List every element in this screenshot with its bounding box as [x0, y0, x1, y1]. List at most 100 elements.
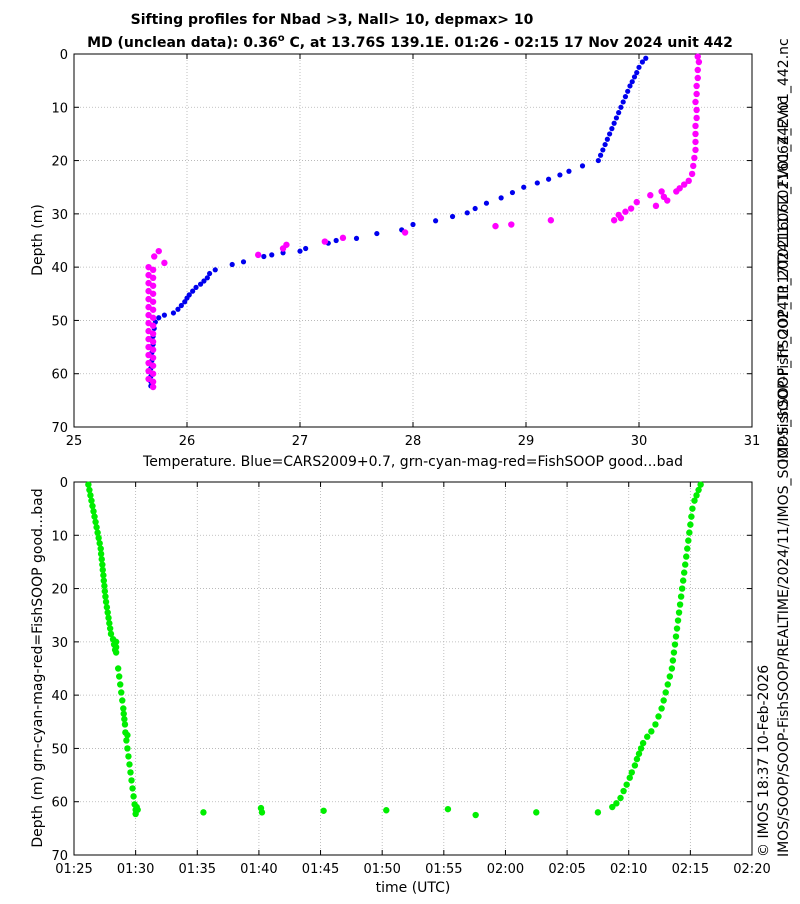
data-point [97, 550, 105, 558]
data-point [607, 131, 613, 137]
data-point [678, 585, 686, 592]
data-point [193, 284, 199, 290]
x-tick-label: 25 [66, 434, 83, 449]
data-point [279, 245, 287, 252]
y-tick-label: 10 [51, 529, 68, 544]
data-point [626, 774, 633, 781]
data-point [99, 566, 106, 574]
x-tick-label: 29 [518, 434, 535, 449]
data-point [652, 721, 659, 728]
data-point [691, 497, 698, 504]
x-tick-label: 02:00 [487, 862, 524, 877]
data-point [401, 229, 409, 236]
filename-vertical-label: IMOS_SOOP-FishSOOP_TP_20241117T021606Z_F… [776, 38, 792, 463]
data-point [679, 577, 687, 584]
data-point [683, 553, 690, 560]
data-point [579, 163, 586, 169]
data-point [161, 312, 167, 318]
data-point [693, 114, 700, 122]
x-tick-label: 31 [744, 434, 761, 449]
data-point [635, 750, 643, 757]
chart-title-line-1: Sifting profiles for Nbad >3, Nall> 10, … [131, 12, 534, 28]
x-tick-label: 02:15 [672, 862, 709, 877]
data-point [694, 66, 701, 74]
y-tick-label: 60 [51, 796, 68, 811]
data-point [123, 737, 130, 744]
data-point [156, 315, 162, 321]
data-point [509, 189, 516, 196]
data-point [681, 181, 688, 188]
data-point [320, 807, 327, 814]
data-point [693, 492, 700, 499]
data-point [595, 157, 601, 164]
data-point [104, 609, 111, 616]
data-point [670, 649, 678, 656]
data-point [643, 55, 649, 61]
data-point [321, 238, 329, 245]
data-point [671, 641, 679, 648]
data-point [149, 346, 157, 353]
data-point [623, 781, 630, 788]
x-tick-label: 02:10 [610, 862, 647, 877]
data-point [655, 713, 662, 720]
data-point [258, 809, 266, 816]
data-point [594, 809, 602, 816]
data-point [660, 697, 667, 704]
data-point [101, 588, 109, 595]
data-point [695, 58, 703, 66]
data-point [126, 761, 133, 768]
data-point [521, 184, 527, 190]
data-point [449, 213, 456, 220]
data-point [149, 266, 157, 274]
data-point [658, 705, 665, 712]
data-point [675, 609, 683, 616]
data-point [339, 234, 347, 242]
y-tick-label: 30 [51, 636, 68, 651]
data-point [639, 739, 647, 747]
data-point [149, 370, 157, 377]
data-point [620, 787, 627, 795]
data-point [161, 259, 168, 267]
x-tick-label: 01:45 [302, 862, 339, 877]
data-point [546, 176, 552, 182]
data-point [120, 710, 127, 717]
data-point [692, 138, 699, 146]
y-tick-label: 10 [51, 101, 68, 116]
x-tick-label: 01:35 [179, 862, 216, 877]
data-point [633, 198, 640, 206]
data-point [410, 221, 416, 228]
data-point [184, 295, 190, 301]
data-point [694, 74, 701, 82]
data-point [149, 298, 157, 305]
y-tick-label: 70 [51, 849, 68, 864]
data-point [149, 314, 157, 321]
data-point [666, 673, 674, 680]
data-point [492, 222, 499, 230]
data-point [692, 98, 699, 106]
data-point [498, 195, 504, 201]
chart-title-line-2: MD (unclean data): 0.36o C, at 13.76S 13… [87, 33, 733, 51]
data-point [119, 697, 126, 704]
data-point [100, 572, 107, 579]
data-point [444, 805, 452, 813]
data-point [693, 106, 700, 114]
data-point [93, 524, 100, 531]
x-tick-label: 01:50 [363, 862, 400, 877]
series-magenta [145, 53, 703, 391]
data-point [297, 248, 303, 254]
data-point [597, 152, 604, 158]
y-tick-label: 30 [51, 208, 68, 223]
data-point [254, 251, 262, 259]
data-point [613, 115, 620, 121]
data-point [662, 689, 669, 696]
copyright-vertical-label: © IMOS 18:37 10-Feb-2026 [756, 665, 772, 857]
data-point [280, 250, 286, 256]
data-point [88, 497, 95, 504]
data-point [534, 180, 540, 186]
data-point [87, 492, 94, 499]
title-degree-symbol: o [278, 33, 285, 44]
data-point [692, 122, 699, 130]
data-point [333, 237, 339, 244]
y-tick-label: 50 [51, 742, 68, 757]
